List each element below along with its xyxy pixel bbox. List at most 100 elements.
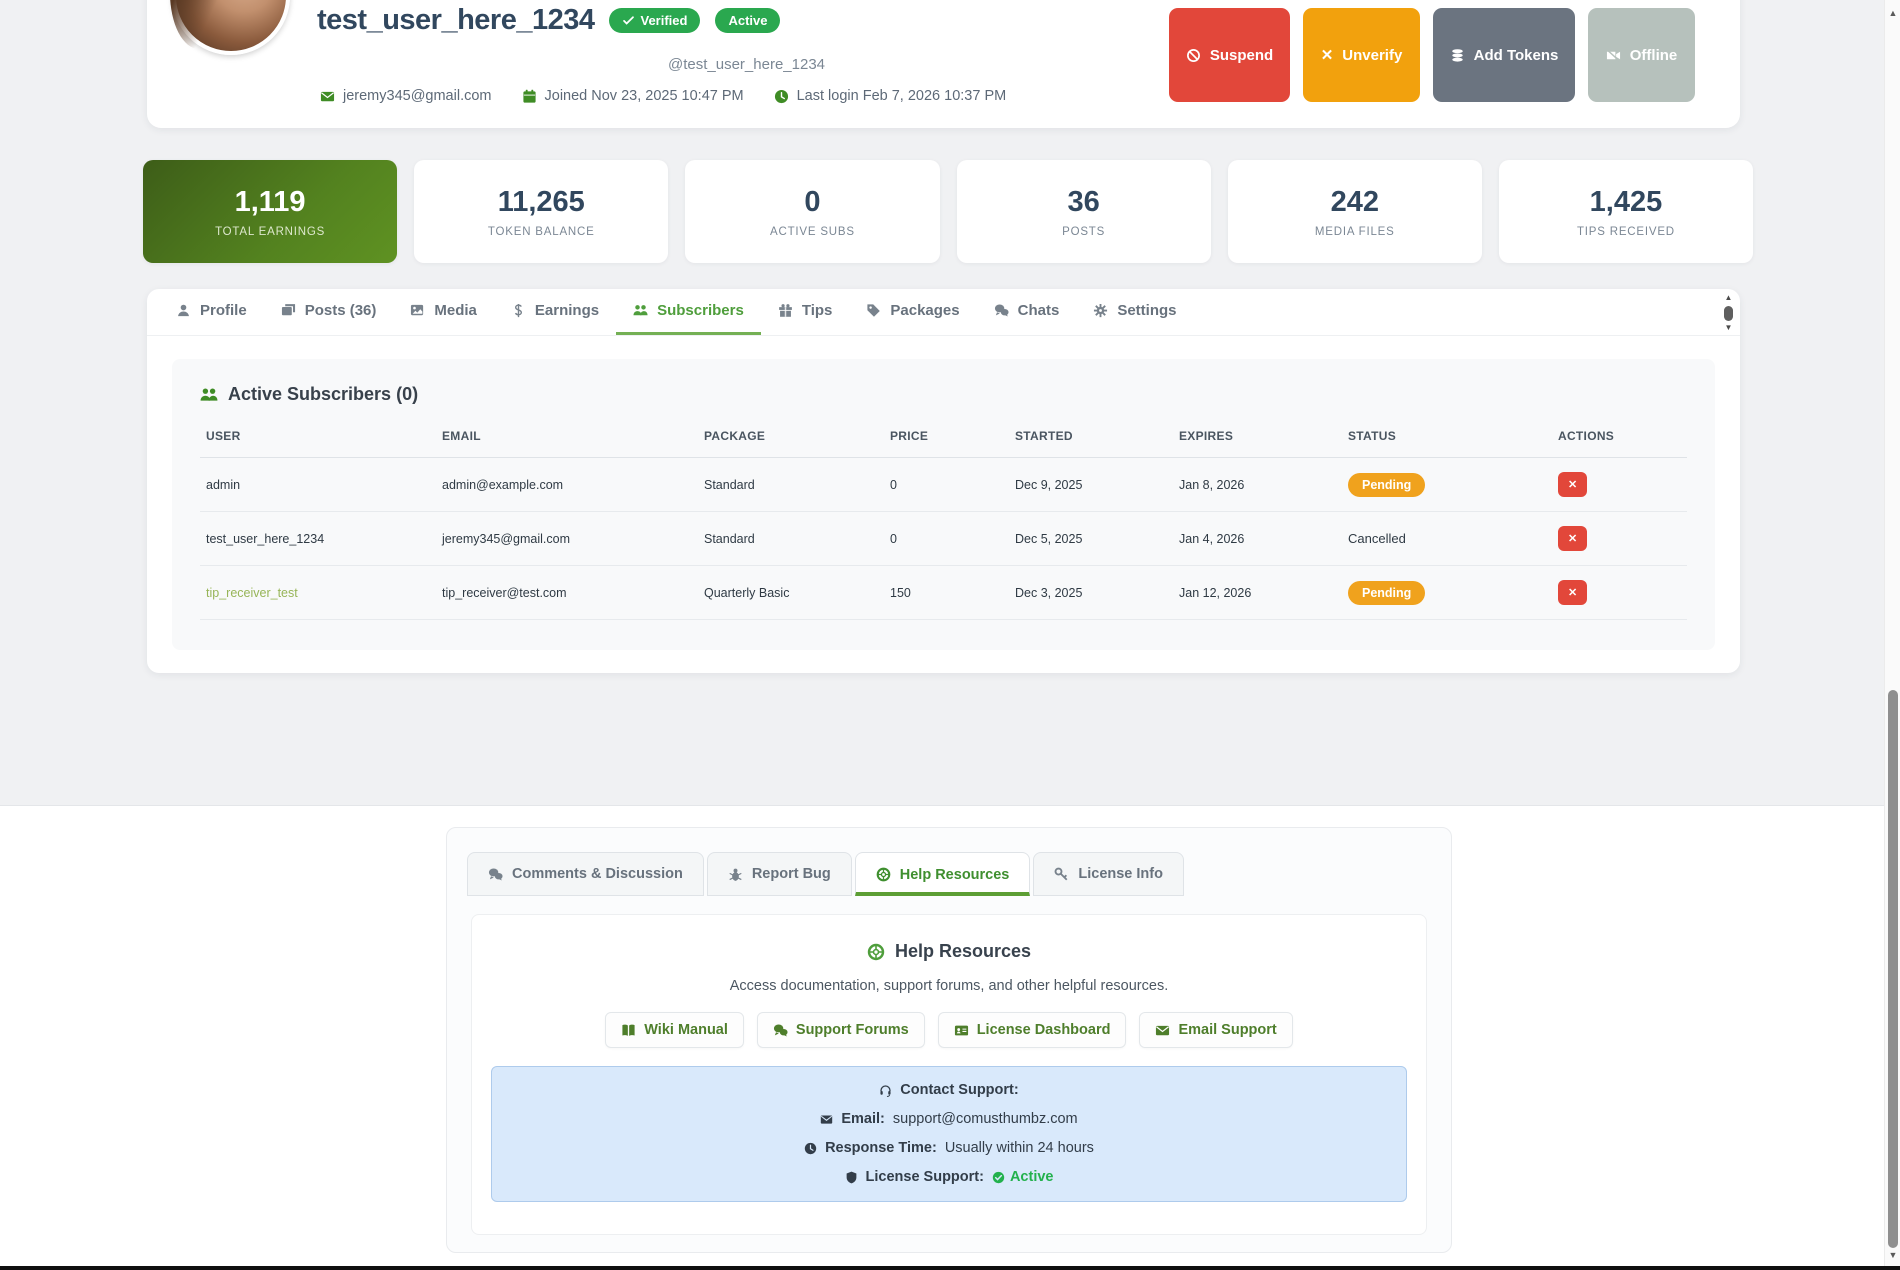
tab-profile[interactable]: Profile [159, 289, 264, 335]
cell-package: Standard [698, 457, 884, 512]
verified-badge: Verified [609, 8, 701, 33]
status-text: Cancelled [1348, 531, 1406, 546]
col-status: STATUS [1342, 421, 1552, 458]
support-forums-button[interactable]: Support Forums [756, 1012, 925, 1048]
stat-total-earnings: 1,119 TOTAL EARNINGS [143, 160, 398, 263]
cell-actions: ✕ [1552, 565, 1687, 620]
main-content-card: Profile Posts (36) Media Earnings Subscr… [147, 289, 1740, 673]
tab-subscribers[interactable]: Subscribers [616, 289, 761, 335]
cell-started: Dec 9, 2025 [1009, 457, 1173, 512]
video-slash-icon [1606, 48, 1621, 62]
cell-package: Standard [698, 511, 884, 566]
email-support-button[interactable]: Email Support [1139, 1012, 1293, 1048]
tag-icon [867, 304, 881, 317]
suspend-button[interactable]: Suspend [1169, 8, 1290, 102]
scroll-up-icon[interactable]: ▲ [1888, 8, 1898, 18]
help-resources-panel: Help Resources Access documentation, sup… [471, 914, 1427, 1235]
tab-media[interactable]: Media [393, 289, 494, 335]
cancel-subscription-button[interactable]: ✕ [1558, 472, 1588, 497]
cell-email: jeremy345@gmail.com [436, 511, 698, 566]
tab-report-bug[interactable]: Report Bug [706, 852, 852, 896]
scroll-up-icon[interactable]: ▲ [1724, 293, 1733, 302]
unverify-button[interactable]: ✕ Unverify [1303, 8, 1420, 102]
col-price: PRICE [884, 421, 1009, 458]
contact-title-line: Contact Support: [502, 1082, 1396, 1098]
tab-settings[interactable]: Settings [1076, 289, 1193, 335]
scroll-down-icon[interactable]: ▼ [1724, 323, 1733, 332]
user-link[interactable]: tip_receiver_test [206, 585, 298, 600]
tabbar-scrollbar[interactable]: ▲ ▼ [1722, 294, 1735, 332]
help-resources-heading: Help Resources [472, 941, 1426, 962]
headset-icon [880, 1084, 891, 1097]
cell-status: Pending [1342, 565, 1552, 620]
contact-row: jeremy345@gmail.com Joined Nov 23, 2025 … [320, 88, 1006, 104]
stat-token-balance: 11,265 TOKEN BALANCE [414, 160, 669, 263]
life-ring-icon [867, 943, 885, 960]
stats-row: 1,119 TOTAL EARNINGS 11,265 TOKEN BALANC… [143, 160, 1754, 263]
col-package: PACKAGE [698, 421, 884, 458]
tab-earnings[interactable]: Earnings [494, 289, 616, 335]
tab-posts[interactable]: Posts (36) [264, 289, 394, 335]
offline-button[interactable]: Offline [1588, 8, 1695, 102]
users-icon [633, 305, 648, 316]
profile-tabbar: Profile Posts (36) Media Earnings Subscr… [147, 289, 1740, 336]
cell-price: 0 [884, 511, 1009, 566]
images-icon [281, 304, 295, 316]
wiki-manual-button[interactable]: Wiki Manual [605, 1012, 744, 1048]
active-badge: Active [715, 8, 781, 33]
contact-email-line: Email: support@comusthumbz.com [502, 1111, 1396, 1127]
id-card-icon [954, 1025, 968, 1035]
life-ring-icon [876, 867, 891, 882]
x-icon: ✕ [1320, 47, 1334, 64]
col-email: EMAIL [436, 421, 698, 458]
comments-icon [488, 868, 503, 880]
subscribers-table: USER EMAIL PACKAGE PRICE STARTED EXPIRES… [200, 421, 1687, 620]
tab-comments-discussion[interactable]: Comments & Discussion [467, 852, 704, 896]
status-badge: Pending [1348, 472, 1426, 497]
table-header-row: USER EMAIL PACKAGE PRICE STARTED EXPIRES… [200, 421, 1687, 458]
check-icon [623, 16, 635, 25]
cell-price: 150 [884, 565, 1009, 620]
tab-chats[interactable]: Chats [977, 289, 1077, 335]
joined-item: Joined Nov 23, 2025 10:47 PM [522, 88, 744, 104]
license-dashboard-button[interactable]: License Dashboard [937, 1012, 1127, 1048]
cell-price: 0 [884, 457, 1009, 512]
check-circle-icon [992, 1171, 1005, 1183]
cell-package: Quarterly Basic [698, 565, 884, 620]
support-card: Comments & Discussion Report Bug Help Re… [446, 827, 1452, 1253]
cancel-subscription-button[interactable]: ✕ [1558, 526, 1588, 551]
shield-icon [846, 1171, 856, 1183]
envelope-icon [320, 91, 335, 101]
gear-icon [1094, 303, 1108, 318]
license-status-badge: Active [992, 1169, 1053, 1185]
tab-license-info[interactable]: License Info [1033, 852, 1184, 896]
last-login-item: Last login Feb 7, 2026 10:37 PM [774, 88, 1006, 104]
support-tabbar: Comments & Discussion Report Bug Help Re… [467, 852, 1184, 896]
cancel-subscription-button[interactable]: ✕ [1558, 580, 1588, 605]
key-icon [1054, 867, 1068, 880]
cell-user: admin [200, 457, 436, 512]
cell-expires: Jan 8, 2026 [1173, 457, 1342, 512]
page-title: test_user_here_1234 [317, 4, 595, 36]
gift-icon [778, 304, 792, 317]
page-scrollbar[interactable]: ▲ ▼ [1884, 0, 1900, 1266]
add-tokens-button[interactable]: Add Tokens [1433, 8, 1575, 102]
cell-expires: Jan 12, 2026 [1173, 565, 1342, 620]
tab-tips[interactable]: Tips [761, 289, 850, 335]
user-handle: @test_user_here_1234 [668, 56, 826, 73]
cell-actions: ✕ [1552, 457, 1687, 512]
tab-help-resources[interactable]: Help Resources [854, 852, 1031, 896]
scrollbar-thumb[interactable] [1724, 305, 1733, 321]
contact-support-box: Contact Support: Email: support@comusthu… [491, 1066, 1407, 1202]
tab-packages[interactable]: Packages [849, 289, 976, 335]
scroll-down-icon[interactable]: ▼ [1888, 1250, 1898, 1260]
book-icon [622, 1024, 635, 1036]
scrollbar-thumb[interactable] [1888, 690, 1898, 1248]
cell-email: admin@example.com [436, 457, 698, 512]
cell-started: Dec 3, 2025 [1009, 565, 1173, 620]
clock-icon [804, 1142, 817, 1154]
status-badge: Pending [1348, 580, 1426, 605]
profile-header-card: test_user_here_1234 Verified Active @tes… [147, 0, 1740, 128]
cell-status: Pending [1342, 457, 1552, 512]
